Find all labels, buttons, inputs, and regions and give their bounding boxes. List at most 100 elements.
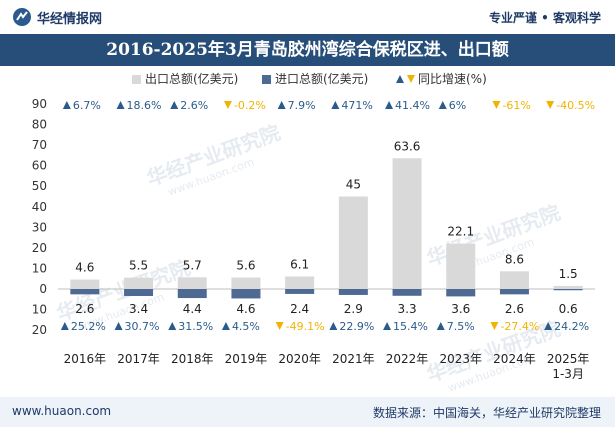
- growth-up-icon: [168, 322, 177, 330]
- y-tick-label: 0: [39, 282, 47, 296]
- footer-website[interactable]: www.huaon.com: [12, 404, 112, 418]
- growth-up-icon: [331, 101, 340, 109]
- x-tick-label: 2018年: [171, 352, 214, 366]
- x-tick-label: 2024年: [493, 352, 536, 366]
- export-value-label: 5.6: [236, 258, 255, 272]
- import-bar: [177, 289, 207, 299]
- legend-export-swatch: [132, 75, 141, 84]
- x-tick-label: 2019年: [225, 352, 268, 366]
- export-value-label: 5.5: [129, 259, 148, 273]
- brand-logo-icon: [12, 7, 32, 27]
- import-bar: [392, 289, 422, 296]
- slogan: 专业严谨 • 客观科学: [488, 11, 601, 25]
- import-value-label: 3.4: [129, 302, 148, 316]
- growth-up-icon: [60, 322, 69, 330]
- export-value-label: 5.7: [183, 258, 202, 272]
- brand-name: 华经情报网: [37, 11, 103, 27]
- export-value-label: 4.6: [75, 261, 94, 275]
- import-bar: [553, 289, 583, 291]
- y-tick-label: 70: [32, 138, 47, 152]
- export-growth-label: 18.6%: [127, 99, 162, 112]
- y-tick-label: 10: [32, 261, 47, 275]
- legend-import-label: 进口总额(亿美元): [275, 71, 368, 86]
- export-bar: [553, 285, 583, 289]
- growth-up-icon: [277, 101, 286, 109]
- footer-source: 数据来源：中国海关，华经产业研究院整理: [372, 406, 601, 420]
- legend-export-label: 出口总额(亿美元): [145, 71, 238, 86]
- header-bar: 华经情报网 专业严谨 • 客观科学: [0, 0, 615, 34]
- growth-up-icon: [116, 101, 125, 109]
- y-tick-label: 10: [32, 303, 47, 317]
- growth-down-icon: [490, 322, 499, 330]
- export-bar: [177, 277, 207, 289]
- legend-import-swatch: [262, 75, 271, 84]
- export-bar: [392, 158, 422, 289]
- export-value-label: 8.6: [505, 252, 524, 266]
- import-bar: [338, 289, 368, 295]
- growth-up-icon: [385, 101, 394, 109]
- y-tick-label: 90: [32, 97, 47, 111]
- export-growth-label: 6%: [449, 99, 466, 112]
- growth-down-icon: [223, 101, 232, 109]
- chart: 华经产业研究院www.huaon.com华经产业研究院www.huaon.com…: [32, 71, 595, 395]
- import-bar: [231, 289, 261, 299]
- import-growth-label: -49.1%: [286, 320, 325, 333]
- x-tick-label: 2025年 1-3月: [547, 352, 590, 381]
- export-bar: [70, 279, 100, 289]
- export-growth-label: -61%: [502, 99, 530, 112]
- y-tick-label: 50: [32, 179, 47, 193]
- import-value-label: 4.4: [183, 302, 202, 316]
- legend-growth-label: 同比增速(%): [418, 72, 487, 86]
- import-value-label: 3.6: [451, 302, 470, 316]
- x-tick-label: 2021年: [332, 352, 375, 366]
- import-growth-label: 7.5%: [447, 320, 475, 333]
- export-bar: [124, 277, 154, 289]
- export-value-label: 45: [346, 178, 361, 192]
- y-tick-label: 60: [32, 159, 47, 173]
- import-growth-label: 31.5%: [178, 320, 213, 333]
- export-growth-label: 41.4%: [395, 99, 430, 112]
- import-growth-label: 15.4%: [393, 320, 428, 333]
- export-bar: [231, 277, 261, 289]
- export-growth-label: 6.7%: [73, 99, 101, 112]
- y-tick-label: 20: [32, 241, 47, 255]
- import-value-label: 2.9: [344, 302, 363, 316]
- growth-down-icon: [492, 101, 501, 109]
- export-value-label: 63.6: [394, 139, 421, 153]
- y-tick-label: 20: [32, 323, 47, 337]
- growth-up-icon: [114, 322, 123, 330]
- import-growth-label: 4.5%: [232, 320, 260, 333]
- chart-title: 2016-2025年3月青岛胶州湾综合保税区进、出口额: [0, 34, 615, 66]
- y-tick-label: 40: [32, 200, 47, 214]
- export-growth-label: -0.2%: [234, 99, 266, 112]
- import-bar: [70, 289, 100, 295]
- import-growth-label: 22.9%: [339, 320, 374, 333]
- export-growth-label: -40.5%: [556, 99, 595, 112]
- growth-down-icon: [546, 101, 555, 109]
- legend-down-triangle-icon: [407, 75, 415, 83]
- growth-up-icon: [436, 322, 445, 330]
- footer: www.huaon.com 数据来源：中国海关，华经产业研究院整理: [0, 397, 615, 427]
- export-value-label: 1.5: [559, 267, 578, 281]
- import-value-label: 4.6: [236, 302, 255, 316]
- x-tick-label: 2016年: [64, 352, 107, 366]
- growth-up-icon: [329, 322, 338, 330]
- import-growth-label: 25.2%: [71, 320, 106, 333]
- growth-down-icon: [275, 322, 284, 330]
- import-growth-label: -27.4%: [500, 320, 539, 333]
- export-growth-label: 471%: [341, 99, 372, 112]
- brand[interactable]: 华经情报网: [12, 7, 102, 27]
- import-value-label: 2.4: [290, 302, 309, 316]
- export-bar: [499, 271, 529, 289]
- growth-up-icon: [438, 101, 447, 109]
- import-bar: [285, 289, 315, 294]
- export-value-label: 22.1: [447, 225, 474, 239]
- import-bar: [446, 289, 476, 297]
- y-tick-label: 80: [32, 118, 47, 132]
- growth-up-icon: [383, 322, 392, 330]
- import-value-label: 2.6: [75, 302, 94, 316]
- x-tick-label: 2023年: [439, 352, 482, 366]
- x-tick-label: 2020年: [278, 352, 321, 366]
- growth-up-icon: [544, 322, 553, 330]
- y-tick-label: 30: [32, 220, 47, 234]
